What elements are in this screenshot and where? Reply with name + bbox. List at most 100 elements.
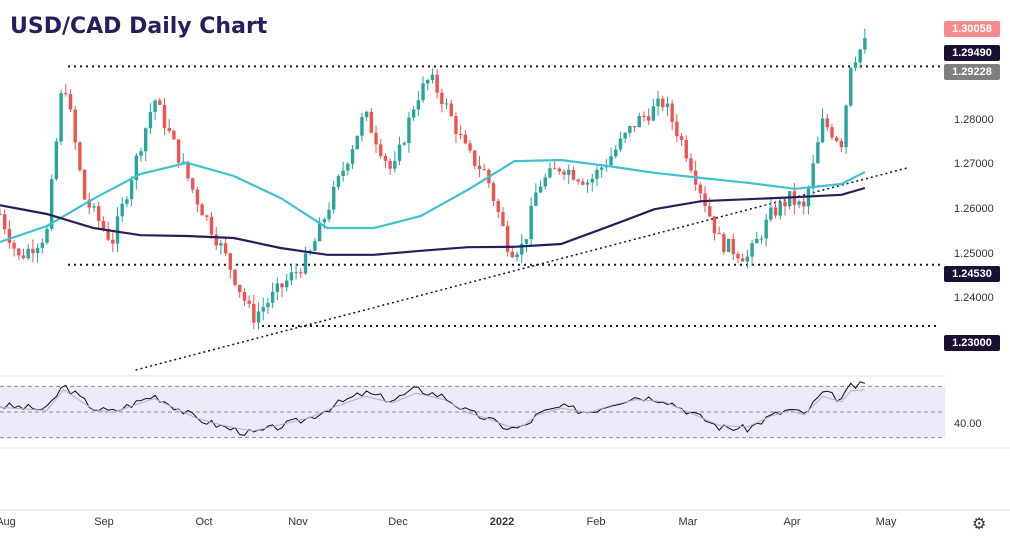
y-tick-label: 1.25000 [954,248,994,260]
candle-body [355,135,359,150]
candle-body [787,191,792,207]
candle-body [778,201,782,216]
candle-body [68,94,73,110]
candle-body [219,243,223,246]
candle-body [350,149,355,164]
candle-body [209,216,214,235]
candle-body [0,214,2,215]
candle-body [463,134,468,144]
candle-body [125,199,129,204]
candle-body [543,177,547,187]
candle-body [369,111,374,133]
candle-body [303,253,308,274]
candle-body [505,225,510,252]
candle-body [496,200,500,213]
candle-body [162,104,167,128]
candle-body [661,98,665,108]
candle-body [73,109,77,143]
candle-body [360,117,364,136]
candle-body [440,92,444,105]
candle-body [45,228,49,243]
candle-body [477,165,482,170]
candle-body [731,238,735,254]
candle-body [289,272,294,281]
candle-body [430,74,435,81]
candle-body [167,127,171,131]
candle-body [374,132,378,145]
moving-average-200-line [0,186,866,256]
candle-body [50,179,54,229]
x-tick-label: May [875,516,897,528]
candle-body [421,83,425,101]
candle-body [388,160,392,169]
candle-body [449,103,453,117]
candle-body [115,216,120,244]
candle-body [675,121,679,137]
candle-body [708,206,712,217]
y-tick-label: 1.27000 [954,158,994,170]
candle-body [134,155,139,181]
candle-body [524,239,529,244]
candle-body [628,126,632,133]
candle-body [755,238,759,244]
candle-body [256,311,261,323]
candle-body [270,291,275,303]
candle-body [825,118,829,128]
candle-body [773,207,778,216]
candle-body [397,144,402,161]
candle-body [407,117,411,144]
candle-body [698,184,703,194]
candle-body [632,126,637,128]
candle-body [750,243,754,257]
candle-body [383,155,388,161]
candle-body [223,243,228,254]
candle-body [834,137,839,141]
candle-body [322,219,327,223]
candle-body [101,220,106,229]
candle-body [454,116,458,135]
y-tick-label: 1.24000 [954,292,994,304]
candle-body [726,238,731,252]
gear-icon[interactable]: ⚙ [972,516,987,533]
candle-body [129,180,134,200]
candle-body [712,216,717,234]
candle-body [294,272,298,274]
candle-body [839,140,844,148]
candle-body [651,106,656,121]
moving-average-50-line [0,158,866,244]
candle-body [444,103,449,105]
candle-body [853,62,858,68]
candle-body [858,49,862,63]
candle-body [214,234,218,246]
candle-body [106,228,110,240]
candle-body [411,109,416,118]
candle-body [97,206,101,221]
candle-body [567,169,571,175]
resistance-level-label: 1.29490 [944,45,1000,61]
candle-body [59,93,63,142]
candle-body [740,258,745,262]
candle-body [242,292,247,301]
candle-body [538,186,543,193]
candle-body [609,156,613,166]
candle-body [205,215,209,217]
rsi-signal-line [0,389,865,432]
candle-body [665,103,670,108]
candle-body [31,248,35,254]
candle-body [820,118,825,143]
support-level-1-label: 1.24530 [944,266,1000,282]
candle-body [313,241,317,251]
candle-body [153,100,157,112]
candle-body [614,149,618,157]
candle-body [548,168,552,178]
candle-body [618,138,623,150]
x-tick-label: Nov [288,516,308,528]
x-tick-label: Sep [94,516,114,528]
candle-body [416,100,421,110]
candle-body [12,242,16,249]
candle-body [40,242,45,248]
y-tick-label: 1.26000 [954,203,994,215]
candle-body [783,201,787,207]
candle-body [228,253,233,270]
